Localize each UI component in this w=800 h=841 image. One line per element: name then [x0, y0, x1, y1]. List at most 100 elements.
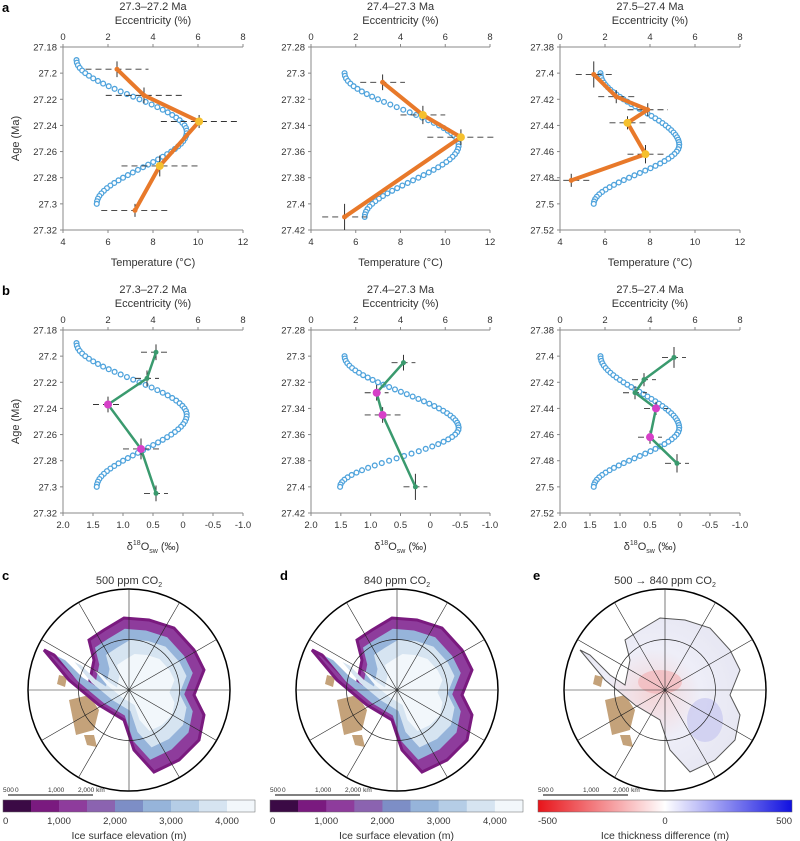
bottom-tick-label: -1.0: [482, 520, 498, 531]
top-axis-label: Eccentricity (%): [115, 298, 191, 310]
top-tick-label: 8: [487, 32, 492, 43]
y-tick-label: 27.3: [39, 482, 58, 493]
y-tick-label: 27.24: [33, 121, 57, 132]
colorbar-segment: [31, 800, 60, 812]
eccentricity-point: [615, 179, 622, 186]
eccentricity-point: [168, 431, 175, 438]
y-tick-label: 27.3: [287, 69, 306, 80]
bottom-tick-label: 10: [440, 237, 451, 248]
colorbar-segment: [438, 800, 468, 812]
top-tick-label: 6: [195, 315, 200, 326]
colorbar-label: Ice surface elevation (m): [72, 830, 187, 841]
top-tick-label: 2: [353, 315, 358, 326]
data-point: [104, 400, 112, 409]
eccentricity-point: [415, 395, 422, 402]
bottom-tick-label: 8: [647, 237, 652, 248]
scale-bar-label: 1,000: [48, 787, 65, 794]
y-tick-label: 27.36: [281, 430, 305, 441]
eccentricity-point: [337, 483, 344, 490]
colorbar-label: Ice thickness difference (m): [601, 830, 729, 841]
eccentricity-point: [420, 398, 428, 405]
eccentricity-point: [642, 450, 649, 457]
bottom-tick-label: 2.0: [56, 520, 69, 531]
y-tick-label: 27.42: [281, 226, 305, 237]
eccentricity-point: [626, 457, 633, 464]
colorbar-tick-label: 0: [270, 816, 275, 827]
top-tick-label: 4: [150, 32, 155, 43]
eccentricity-point: [610, 181, 618, 188]
bottom-tick-label: 0: [428, 520, 433, 531]
eccentricity-point: [615, 462, 622, 469]
top-tick-label: 0: [557, 32, 562, 43]
top-tick-label: 4: [150, 315, 155, 326]
x-axis-label: δ18Osw (‰): [127, 540, 179, 555]
colorbar-segment: [115, 800, 144, 812]
chart-title: 27.4–27.3 Ma: [367, 1, 435, 13]
bottom-tick-label: 0.5: [643, 520, 656, 531]
eccentricity-point: [369, 376, 376, 383]
data-point: [646, 433, 654, 442]
eccentricity-point: [93, 200, 100, 207]
data-line: [570, 73, 650, 183]
eccentricity-point: [154, 104, 161, 111]
thickening-area: [687, 698, 723, 742]
data-point: [641, 150, 650, 159]
y-tick-label: 27.4: [536, 69, 555, 80]
bottom-tick-label: 6: [602, 237, 607, 248]
y-tick-label: 27.18: [33, 43, 57, 54]
colorbar-tick-label: 3,000: [159, 816, 183, 827]
y-tick-label: 27.24: [33, 404, 57, 415]
colorbar-segment: [87, 800, 116, 812]
data-point: [380, 79, 386, 85]
bottom-tick-label: 8: [398, 237, 403, 248]
y-tick-label: 27.28: [281, 326, 305, 337]
eccentricity-point: [652, 162, 659, 169]
eccentricity-point: [115, 460, 122, 467]
thinning-area: [638, 670, 682, 694]
eccentricity-point: [159, 153, 166, 160]
colorbar-segment: [410, 800, 439, 812]
map-title: 500 → 840 ppm CO2: [614, 575, 716, 589]
eccentricity-point: [394, 185, 401, 192]
y-tick-label: 27.18: [33, 326, 57, 337]
y-tick-label: 27.44: [530, 404, 554, 415]
y-tick-label: 27.38: [530, 43, 554, 54]
y-tick-label: 27.22: [33, 378, 57, 389]
eccentricity-point: [631, 172, 638, 179]
bottom-tick-label: 12: [485, 237, 496, 248]
meridian-line: [614, 602, 666, 691]
bottom-tick-label: 1.0: [364, 520, 377, 531]
bottom-tick-label: 10: [690, 237, 701, 248]
top-tick-label: 0: [308, 32, 313, 43]
y-tick-label: 27.32: [281, 95, 305, 106]
top-tick-label: 0: [60, 315, 65, 326]
eccentricity-point: [386, 457, 393, 464]
data-point: [378, 410, 387, 419]
scale-bar-label: 2,000 km: [78, 787, 105, 794]
eccentricity-point: [369, 93, 376, 100]
land-area: [593, 675, 635, 747]
top-tick-label: 0: [60, 32, 65, 43]
eccentricity-point: [363, 91, 370, 98]
chart-title: 27.5–27.4 Ma: [616, 284, 684, 296]
colorbar-tick-label: 4,000: [215, 816, 239, 827]
ice-sheet-dome: [94, 654, 175, 731]
eccentricity-point: [590, 483, 597, 490]
eccentricity-point: [353, 469, 360, 476]
eccentricity-point: [124, 172, 131, 179]
eccentricity-point: [130, 93, 137, 100]
meridian-line: [664, 689, 716, 778]
bottom-tick-label: 2.0: [553, 520, 566, 531]
bottom-tick-label: 0.5: [394, 520, 407, 531]
bottom-tick-label: 6: [353, 237, 358, 248]
scale-bar-label: 0: [282, 787, 286, 794]
eccentricity-point: [431, 403, 438, 410]
colorbar-tick-label: 1,000: [47, 816, 71, 827]
colorbar-tick-label: 0: [3, 816, 8, 827]
colorbar-segment: [59, 800, 88, 812]
colorbar-tick-label: 0: [662, 816, 667, 827]
eccentricity-point: [159, 389, 166, 396]
meridian-line: [128, 689, 180, 778]
